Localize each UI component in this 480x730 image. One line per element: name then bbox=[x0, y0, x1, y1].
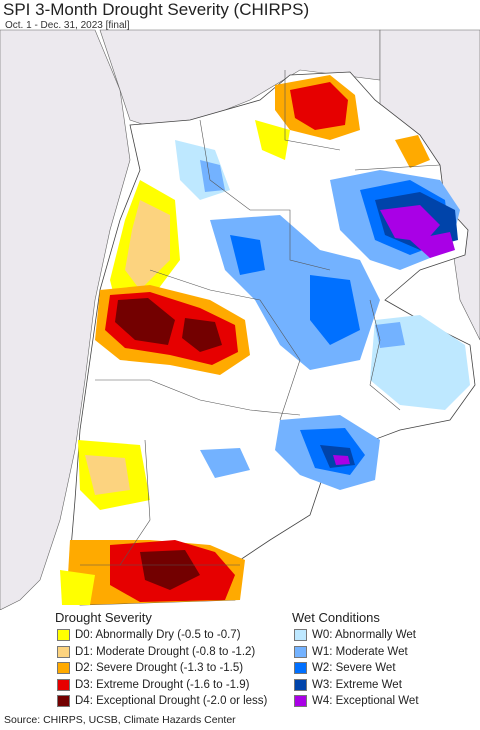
drought-swatch bbox=[57, 678, 70, 691]
wet-swatch bbox=[294, 662, 307, 674]
wet-legend-label: W1: Moderate Wet bbox=[312, 645, 408, 658]
wet-central-w2b bbox=[310, 275, 360, 345]
province-boundaries bbox=[80, 70, 441, 566]
wet-legend-item: W4: Exceptional Wet bbox=[294, 693, 419, 709]
chile-landmass bbox=[0, 29, 131, 610]
drought-legend-item: D4: Exceptional Drought (-2.0 or less) bbox=[57, 693, 267, 709]
wet-north-w1 bbox=[200, 160, 225, 192]
wet-swatch bbox=[294, 629, 307, 641]
wet-swatch bbox=[294, 678, 307, 691]
wet-south-w4 bbox=[333, 455, 350, 465]
drought-central-dark2 bbox=[182, 318, 222, 352]
drought-map bbox=[0, 29, 480, 610]
wet-legend-label: W2: Severe Wet bbox=[312, 662, 396, 674]
wet-swatch bbox=[294, 695, 307, 707]
drought-south-dark bbox=[140, 550, 200, 590]
wet-central-w2 bbox=[230, 235, 265, 275]
drought-swatch bbox=[57, 662, 70, 674]
drought-north-red bbox=[290, 82, 348, 130]
drought-swatch bbox=[57, 629, 70, 641]
wet-legend-label: W0: Abnormally Wet bbox=[312, 629, 416, 641]
drought-swatch bbox=[57, 695, 70, 707]
date-range-subtitle: Oct. 1 - Dec. 31, 2023 [final] bbox=[5, 20, 130, 31]
wet-uruguay-w1 bbox=[375, 322, 405, 348]
source-credit: Source: CHIRPS, UCSB, Climate Hazards Ce… bbox=[4, 714, 236, 726]
wet-legend-title: Wet Conditions bbox=[292, 610, 380, 625]
drought-south-yellow bbox=[60, 570, 95, 605]
drought-legend-item: D1: Moderate Drought (-0.8 to -1.2) bbox=[57, 644, 255, 660]
drought-legend-title: Drought Severity bbox=[55, 610, 152, 625]
wet-legend-label: W4: Exceptional Wet bbox=[312, 695, 419, 707]
drought-swatch bbox=[57, 645, 70, 658]
drought-legend-item: D0: Abnormally Dry (-0.5 to -0.7) bbox=[57, 627, 241, 643]
drought-legend-label: D2: Severe Drought (-1.3 to -1.5) bbox=[75, 662, 244, 674]
wet-legend-item: W3: Extreme Wet bbox=[294, 677, 402, 693]
wet-southwest-w1 bbox=[200, 448, 250, 478]
drought-legend-item: D2: Severe Drought (-1.3 to -1.5) bbox=[57, 660, 243, 676]
drought-legend-label: D1: Moderate Drought (-0.8 to -1.2) bbox=[75, 645, 256, 658]
wet-legend-item: W1: Moderate Wet bbox=[294, 644, 408, 660]
wet-legend-item: W2: Severe Wet bbox=[294, 660, 396, 676]
wet-ne-w4 bbox=[380, 205, 440, 242]
drought-west-orange bbox=[125, 200, 170, 290]
wet-swatch bbox=[294, 645, 307, 658]
drought-mid-orange bbox=[85, 455, 130, 495]
drought-north-yellow bbox=[255, 120, 290, 160]
drought-legend-label: D3: Extreme Drought (-1.6 to -1.9) bbox=[75, 678, 250, 691]
drought-central-dark bbox=[115, 298, 175, 345]
wet-ne-w4b bbox=[410, 232, 455, 258]
wet-legend-label: W3: Extreme Wet bbox=[312, 678, 402, 691]
drought-legend-item: D3: Extreme Drought (-1.6 to -1.9) bbox=[57, 677, 249, 693]
drought-ne-orange bbox=[395, 135, 430, 168]
page-title: SPI 3-Month Drought Severity (CHIRPS) bbox=[3, 0, 310, 19]
drought-legend-label: D0: Abnormally Dry (-0.5 to -0.7) bbox=[75, 629, 241, 641]
wet-legend-item: W0: Abnormally Wet bbox=[294, 627, 416, 643]
drought-legend-label: D4: Exceptional Drought (-2.0 or less) bbox=[75, 695, 268, 707]
legend: Drought Severity Wet Conditions D0: Abno… bbox=[0, 610, 480, 710]
